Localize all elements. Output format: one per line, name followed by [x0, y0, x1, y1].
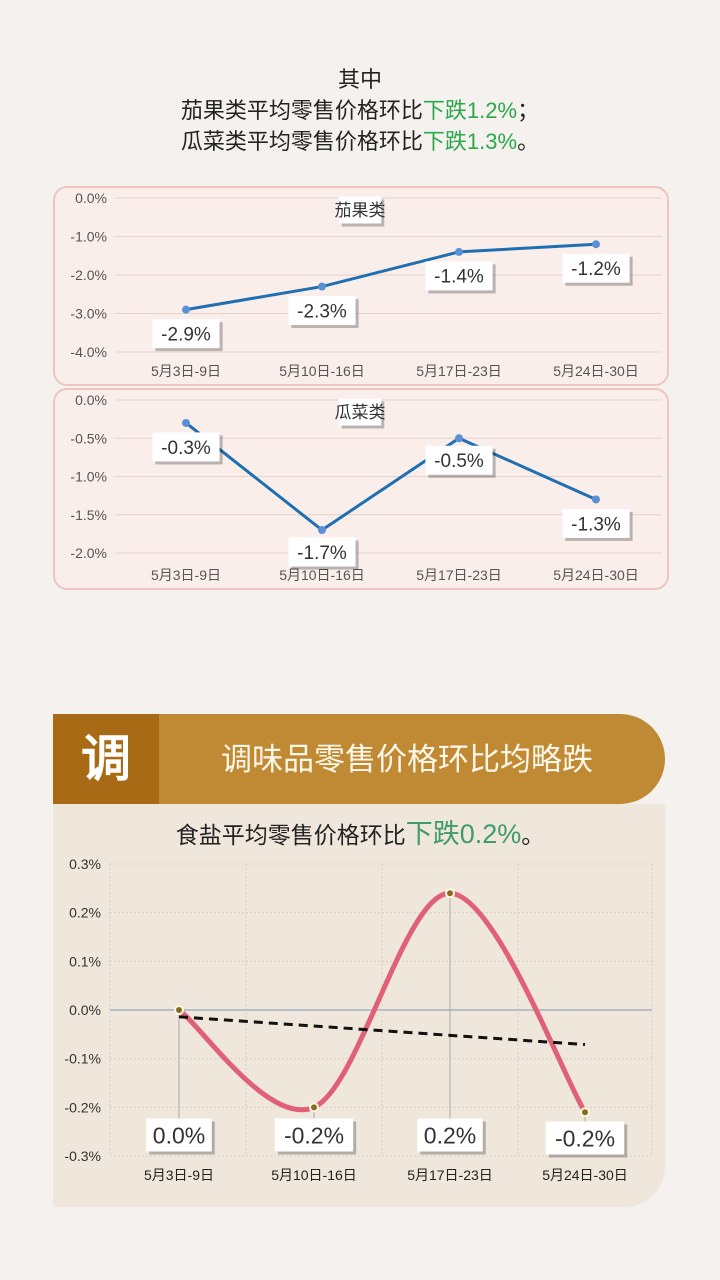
data-label-box	[288, 537, 356, 567]
intro-line-2: 茄果类平均零售价格环比下跌1.2%；	[0, 95, 720, 126]
data-point	[318, 282, 326, 291]
data-point	[447, 890, 453, 897]
data-label-box	[152, 319, 220, 349]
data-point	[455, 434, 463, 443]
section-title: 调味品零售价格环比均略跌	[221, 742, 593, 777]
y-tick-label: -2.0%	[70, 267, 107, 283]
x-tick-label: 5月3日-9日	[144, 1167, 214, 1183]
y-tick-label: -4.0%	[70, 344, 107, 360]
data-label: -2.9%	[161, 324, 211, 345]
highlight: 下跌0.2%	[405, 819, 522, 849]
x-tick-label: 5月3日-9日	[151, 567, 221, 583]
x-tick-label: 5月24日-30日	[553, 567, 639, 583]
data-point	[318, 526, 326, 535]
data-label-box	[146, 1118, 212, 1152]
data-label: -1.4%	[434, 267, 484, 288]
x-tick-label: 5月10日-16日	[271, 1167, 357, 1183]
y-tick-label: -0.2%	[64, 1099, 101, 1115]
y-tick-label: 0.2%	[69, 905, 101, 921]
x-tick-label: 5月24日-30日	[542, 1167, 628, 1183]
x-tick-label: 5月17日-23日	[416, 567, 502, 583]
chart-title-box	[338, 196, 382, 224]
data-point	[582, 1109, 588, 1116]
y-tick-label: -0.3%	[64, 1148, 101, 1164]
chart-title-box	[338, 398, 382, 426]
intro-line-1: 其中	[337, 67, 382, 92]
x-tick-label: 5月17日-23日	[416, 363, 502, 379]
y-tick-label: 0.3%	[69, 856, 101, 872]
y-tick-label: -1.0%	[70, 469, 107, 485]
data-point	[182, 418, 190, 427]
data-label: -0.5%	[434, 451, 484, 472]
text: 。	[517, 129, 540, 154]
text: 茄果类平均零售价格环比	[180, 98, 423, 123]
text: 食盐平均零售价格环比	[175, 822, 406, 848]
y-tick-label: -3.0%	[70, 306, 107, 322]
y-tick-label: -2.0%	[70, 545, 107, 561]
data-label-box	[562, 508, 630, 538]
series-line	[185, 421, 597, 532]
data-label: -0.2%	[555, 1125, 615, 1151]
data-label: -0.3%	[161, 438, 211, 459]
data-point	[455, 247, 463, 256]
x-tick-label: 5月3日-9日	[151, 363, 221, 379]
data-label: 0.0%	[153, 1122, 205, 1148]
x-tick-label: 5月24日-30日	[553, 363, 639, 379]
salt-subtitle: 食盐平均零售价格环比下跌0.2%。	[0, 812, 720, 851]
data-label-box	[545, 1121, 625, 1155]
y-tick-label: -0.5%	[70, 430, 107, 446]
data-label-box	[562, 253, 630, 283]
trend-line	[178, 1015, 586, 1047]
x-tick-label: 5月10日-16日	[279, 363, 365, 379]
data-point	[182, 305, 190, 314]
data-label: -1.3%	[571, 514, 621, 535]
intro-line-3: 瓜菜类平均零售价格环比下跌1.3%。	[0, 126, 720, 157]
data-label: -1.7%	[297, 543, 347, 564]
data-label: -1.2%	[571, 259, 621, 280]
data-point	[311, 1104, 317, 1111]
y-tick-label: -0.1%	[64, 1051, 101, 1067]
chart-title: 茄果类	[335, 201, 386, 220]
text: 瓜菜类平均零售价格环比	[180, 129, 423, 154]
x-tick-label: 5月10日-16日	[279, 567, 365, 583]
y-tick-label: 0.0%	[69, 1002, 101, 1018]
intro-text: 其中 茄果类平均零售价格环比下跌1.2%； 瓜菜类平均零售价格环比下跌1.3%。	[0, 64, 720, 157]
series-line	[176, 890, 588, 1115]
series-line	[185, 242, 597, 312]
section-banner: 调 调味品零售价格环比均略跌	[53, 714, 665, 804]
y-tick-label: -1.5%	[70, 507, 107, 523]
data-label-box	[152, 432, 220, 462]
text: ；	[517, 98, 540, 123]
y-tick-label: 0.0%	[75, 190, 107, 206]
x-tick-label: 5月17日-23日	[407, 1167, 493, 1183]
highlight: 下跌1.2%	[422, 98, 518, 123]
text: 。	[521, 822, 545, 848]
data-label-box	[274, 1118, 354, 1152]
data-label: 0.2%	[424, 1122, 476, 1148]
banner-badge: 调	[53, 714, 159, 804]
data-label: -2.3%	[297, 301, 347, 322]
data-label: -0.2%	[284, 1122, 344, 1148]
data-label-box	[425, 445, 493, 475]
highlight: 下跌1.3%	[422, 129, 518, 154]
data-point	[176, 1007, 182, 1013]
data-point	[592, 240, 600, 249]
y-tick-label: -1.0%	[70, 229, 107, 245]
y-tick-label: 0.1%	[69, 953, 101, 969]
data-point	[592, 495, 600, 504]
data-label-box	[417, 1118, 483, 1152]
y-tick-label: 0.0%	[75, 392, 107, 408]
chart-title: 瓜菜类	[335, 403, 386, 422]
data-label-box	[425, 261, 493, 291]
data-label-box	[288, 296, 356, 326]
